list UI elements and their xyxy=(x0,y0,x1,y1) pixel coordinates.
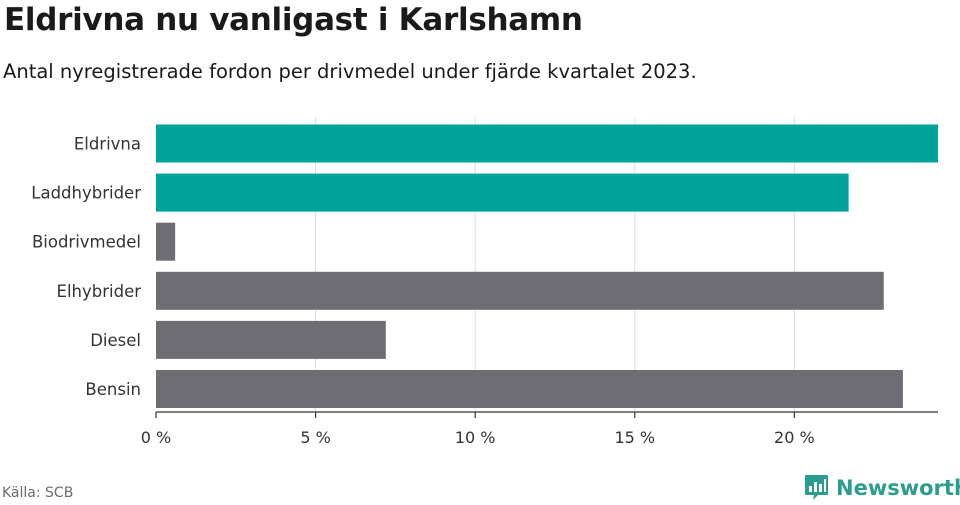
x-tick-label-5: 5 % xyxy=(300,428,330,447)
source-note: Källa: SCB xyxy=(2,485,74,501)
brand-name: Newsworthy xyxy=(836,475,960,500)
bar-bensin xyxy=(156,370,903,408)
category-label-diesel: Diesel xyxy=(90,331,141,350)
newsworthy-logo[interactable]: Newsworthy xyxy=(804,474,960,501)
x-tick-label-15: 15 % xyxy=(614,428,655,447)
category-label-laddhybrider: Laddhybrider xyxy=(31,184,141,203)
bar-biodrivmedel xyxy=(156,222,176,261)
category-label-eldrivna: Eldrivna xyxy=(74,135,141,154)
category-label-bensin: Bensin xyxy=(85,380,141,399)
x-tick-label-20: 20 % xyxy=(774,428,815,447)
chart-subtitle: Antal nyregistrerade fordon per drivmede… xyxy=(3,60,697,83)
chart-title: Eldrivna nu vanligast i Karlshamn xyxy=(4,2,583,38)
x-tick-label-0: 0 % xyxy=(141,428,171,447)
bar-eldrivna xyxy=(156,124,938,163)
newsworthy-icon xyxy=(805,475,828,500)
bar-diesel xyxy=(156,320,386,359)
bar-laddhybrider xyxy=(156,173,849,212)
x-tick-label-10: 10 % xyxy=(455,428,496,447)
bar-elhybrider xyxy=(156,271,884,310)
category-label-elhybrider: Elhybrider xyxy=(57,282,142,301)
category-label-biodrivmedel: Biodrivmedel xyxy=(32,233,141,252)
